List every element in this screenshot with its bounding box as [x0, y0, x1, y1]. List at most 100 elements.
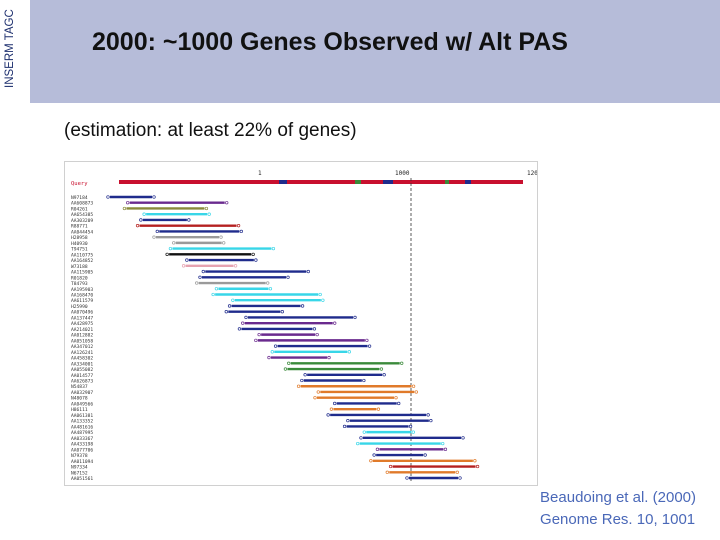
top-scale-label: 1000 — [395, 170, 410, 177]
track-label: AA055082 — [71, 367, 93, 373]
track-end-marker — [204, 206, 209, 211]
track-start-marker — [316, 390, 320, 394]
track-end-marker — [318, 292, 322, 297]
slide-subtitle: (estimation: at least 22% of genes) — [64, 120, 357, 141]
track-start-marker — [405, 476, 409, 480]
track-end-marker — [376, 407, 381, 411]
track-label: AA110775 — [71, 252, 93, 258]
track-label: AA481616 — [71, 424, 93, 430]
track-label: H25990 — [71, 304, 88, 310]
track-start-marker — [254, 338, 258, 343]
track-start-marker — [369, 459, 373, 463]
track-start-marker — [283, 367, 288, 371]
track-start-marker — [326, 413, 330, 417]
track-start-marker — [244, 315, 248, 320]
track-start-marker — [237, 327, 242, 331]
query-label: Query — [71, 181, 88, 187]
track-end-marker — [362, 378, 366, 383]
track-start-marker — [155, 229, 159, 234]
track-label: N48078 — [71, 396, 88, 402]
track-start-marker — [313, 396, 317, 400]
slide-title: 2000: ~1000 Genes Observed w/ Alt PAS — [92, 28, 568, 56]
track-label: AA126241 — [71, 350, 93, 356]
track-end-marker — [333, 321, 337, 325]
track-end-marker — [222, 241, 226, 245]
track-start-marker — [198, 275, 202, 279]
track-label: AA077706 — [71, 447, 93, 453]
side-strip — [0, 0, 22, 540]
track-label: AA061381 — [71, 413, 93, 419]
track-start-marker — [375, 447, 380, 451]
track-start-marker — [362, 430, 366, 434]
track-label: AA608873 — [71, 201, 93, 207]
track-end-marker — [411, 384, 416, 388]
track-start-marker — [126, 201, 130, 205]
track-label: AA011094 — [71, 459, 93, 465]
track-start-marker — [329, 407, 334, 411]
track-label: AA044454 — [71, 229, 93, 235]
track-label: AA428975 — [71, 321, 93, 327]
track-end-marker — [254, 258, 258, 262]
track-start-marker — [385, 470, 389, 474]
track-start-marker — [359, 436, 363, 440]
track-start-marker — [152, 235, 156, 239]
track-end-marker — [347, 350, 351, 354]
track-end-marker — [408, 424, 413, 429]
track-start-marker — [106, 195, 110, 199]
track-label: T94751 — [71, 247, 88, 253]
citation-journal: Genome Res. 10, 1001 — [540, 511, 696, 528]
track-end-marker — [251, 252, 255, 256]
track-label: AA033367 — [71, 436, 93, 442]
track-label: AA303209 — [71, 218, 93, 224]
track-end-marker — [461, 436, 465, 440]
track-start-marker — [241, 321, 245, 325]
track-start-marker — [267, 355, 271, 360]
track-label: AA137447 — [71, 315, 93, 321]
track-end-marker — [411, 430, 415, 434]
track-label: AA458302 — [71, 356, 93, 362]
track-label: H28958 — [71, 235, 88, 241]
track-label: AA115905 — [71, 270, 93, 276]
track-start-marker — [139, 218, 143, 222]
track-end-marker — [365, 338, 369, 343]
track-end-marker — [426, 413, 430, 417]
track-end-marker — [327, 355, 331, 360]
query-bar-segment — [279, 180, 287, 184]
track-end-marker — [300, 304, 305, 308]
track-start-marker — [165, 252, 169, 256]
track-label: AA051058 — [71, 338, 93, 344]
track-label: N97184 — [71, 195, 88, 201]
track-end-marker — [225, 201, 229, 205]
track-start-marker — [231, 298, 235, 302]
track-end-marker — [312, 327, 317, 331]
track-label: AA070496 — [71, 310, 93, 316]
track-label: H40930 — [71, 241, 88, 247]
track-start-marker — [195, 281, 199, 285]
track-label: AA051561 — [71, 476, 93, 482]
header-band — [0, 0, 720, 103]
track-start-marker — [270, 350, 274, 354]
track-end-marker — [475, 464, 480, 469]
track-start-marker — [185, 258, 189, 262]
track-end-marker — [207, 212, 211, 216]
track-end-marker — [353, 315, 357, 320]
track-start-marker — [333, 401, 337, 406]
query-bar-segment — [355, 180, 361, 184]
track-end-marker — [394, 396, 398, 400]
track-label: AA626873 — [71, 379, 93, 385]
track-label: R88771 — [71, 224, 88, 230]
track-label: N97334 — [71, 465, 88, 471]
track-end-marker — [441, 441, 445, 446]
track-end-marker — [315, 332, 319, 337]
track-end-marker — [473, 459, 477, 463]
top-scale-label: 1 — [258, 170, 262, 177]
track-end-marker — [414, 390, 418, 394]
track-start-marker — [273, 344, 278, 348]
track-end-marker — [458, 476, 462, 480]
track-end-marker — [239, 229, 243, 234]
track-label: N54837 — [71, 384, 88, 390]
track-label: AA214021 — [71, 327, 93, 333]
track-label: AA049566 — [71, 401, 93, 407]
track-end-marker — [400, 361, 404, 365]
track-start-marker — [122, 206, 127, 211]
